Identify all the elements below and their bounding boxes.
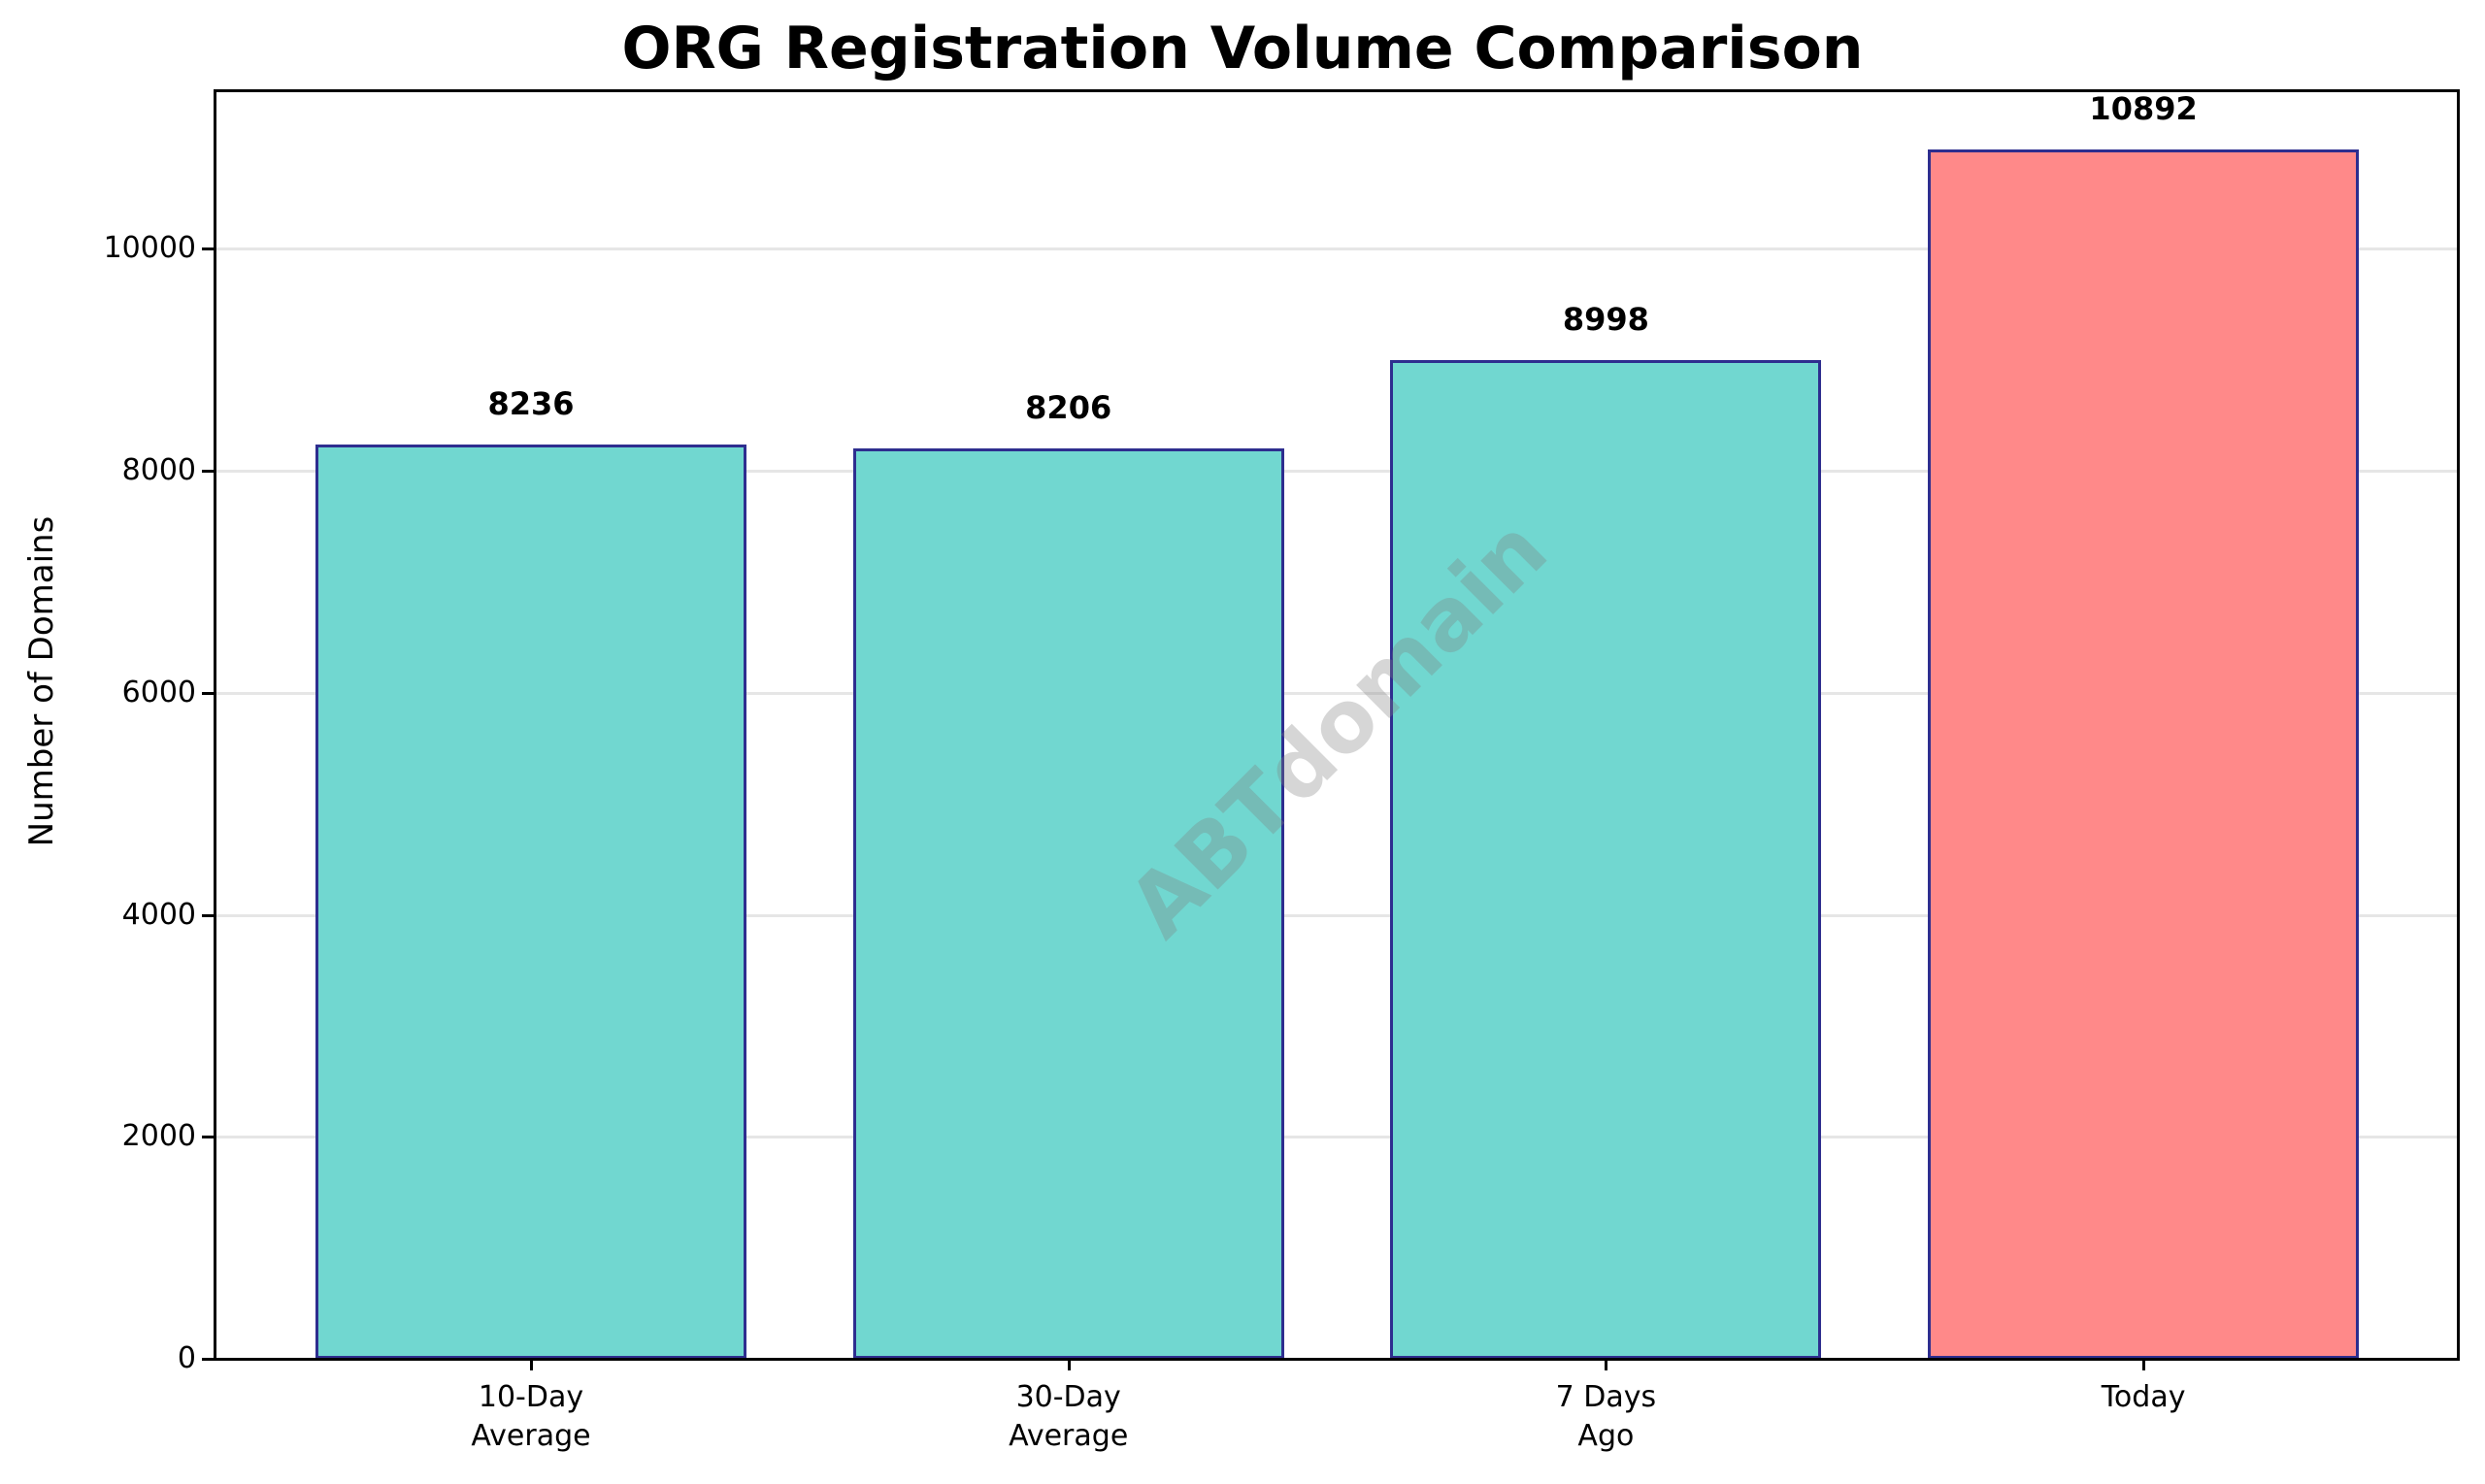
x-tick [2142, 1359, 2146, 1370]
bar-value-label: 8998 [1562, 300, 1649, 338]
gridline [214, 1136, 2460, 1139]
right-spine [2457, 89, 2460, 1359]
x-tick-label: 30-Day Average [1009, 1380, 1129, 1453]
top-spine [214, 89, 2460, 92]
y-tick [202, 470, 214, 474]
y-tick-label: 0 [177, 1341, 196, 1375]
y-tick [202, 1358, 214, 1361]
bar [1390, 359, 1822, 1359]
y-tick [202, 1136, 214, 1139]
chart-title: ORG Registration Volume Comparison [621, 15, 1864, 82]
y-tick-label: 4000 [121, 897, 196, 932]
bar-value-label: 10892 [2089, 90, 2198, 128]
y-tick-label: 10000 [103, 231, 196, 266]
y-tick [202, 247, 214, 251]
y-tick-label: 8000 [121, 453, 196, 488]
bar [315, 445, 746, 1359]
gridline [214, 247, 2460, 251]
left-spine [214, 89, 216, 1359]
x-tick-label: 10-Day Average [471, 1380, 591, 1453]
gridline [214, 691, 2460, 695]
x-tick [1067, 1359, 1071, 1370]
bottom-spine [214, 1358, 2460, 1361]
bar [1928, 149, 2360, 1359]
bar-value-label: 8236 [487, 385, 575, 423]
x-tick [1605, 1359, 1608, 1370]
x-tick [530, 1359, 533, 1370]
gridline [214, 470, 2460, 474]
y-tick [202, 913, 214, 917]
plot-area: 8236 8206 8998 10892 [214, 89, 2460, 1361]
y-tick [202, 691, 214, 695]
y-tick-label: 6000 [121, 675, 196, 709]
x-tick-label: Today [2101, 1380, 2186, 1414]
y-tick-label: 2000 [121, 1119, 196, 1154]
bar [852, 447, 1284, 1359]
x-tick-label: 7 Days Ago [1555, 1380, 1657, 1453]
bar-value-label: 8206 [1025, 388, 1112, 426]
gridline [214, 913, 2460, 917]
